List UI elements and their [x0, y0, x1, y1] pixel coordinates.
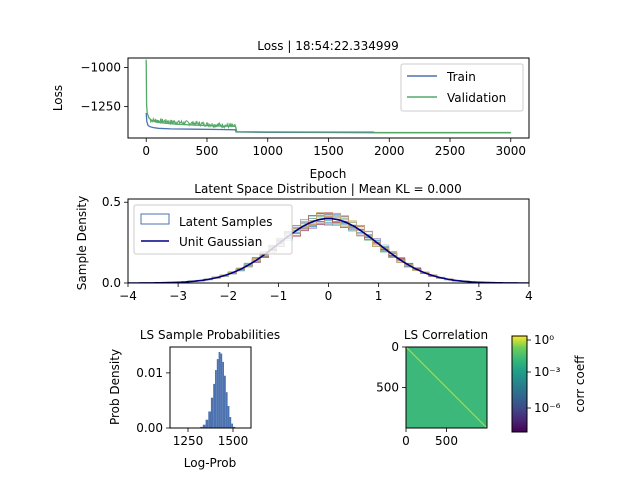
- latent-xtick-label: 2: [425, 289, 433, 303]
- prob-bar: [231, 424, 233, 428]
- prob-ylabel: Prob Density: [108, 349, 122, 425]
- loss-ytick-label: −1250: [80, 100, 121, 114]
- loss-ytick-label: −1000: [80, 60, 121, 74]
- corr-ytick-label: 0: [391, 340, 399, 354]
- ls-prob-chart: LS Sample Probabilities 1250 1500 0.00 0.01…: [108, 328, 280, 470]
- prob-bar: [217, 359, 219, 428]
- loss-title: Loss | 18:54:22.334999: [257, 39, 399, 53]
- loss-ylabel: Loss: [51, 85, 65, 111]
- prob-bar: [206, 420, 209, 428]
- prob-ytick-label: 0.01: [136, 366, 163, 380]
- legend-unit-gaussian-label: Unit Gaussian: [179, 235, 262, 249]
- loss-xlabel: Epoch: [310, 167, 347, 181]
- prob-bar: [208, 412, 211, 429]
- loss-xtick-label: 0: [142, 144, 150, 158]
- latent-ylabel: Sample Density: [75, 196, 89, 290]
- legend-latent-samples-label: Latent Samples: [179, 215, 273, 229]
- loss-xtick-label: 1000: [252, 144, 283, 158]
- ls-correlation-chart: LS Correlation 0 500 0 500 10⁰ 10⁻³ 10⁻⁶ corr…: [376, 328, 587, 448]
- prob-bar: [222, 362, 224, 428]
- colorbar: [512, 336, 527, 432]
- colorbar-tick-label: 10⁻³: [534, 365, 561, 379]
- prob-bar: [219, 352, 221, 428]
- loss-xtick-label: 3000: [495, 144, 526, 158]
- latent-title: Latent Space Distribution | Mean KL = 0.…: [194, 182, 461, 196]
- corr-ytick-label: 500: [376, 381, 399, 395]
- colorbar-tick-label: 10⁻⁶: [534, 401, 561, 415]
- prob-ytick-label: 0.00: [136, 421, 163, 435]
- latent-xtick-label: 4: [525, 289, 533, 303]
- prob-bar: [228, 406, 230, 428]
- latent-xtick-label: 1: [375, 289, 383, 303]
- colorbar-label: corr coeff: [573, 355, 587, 413]
- loss-xtick-label: 1500: [313, 144, 344, 158]
- corr-xtick-label: 0: [402, 434, 410, 448]
- latent-xtick-label: −4: [119, 289, 137, 303]
- latent-xtick-label: 0: [325, 289, 333, 303]
- prob-bar: [224, 376, 226, 428]
- loss-legend: Train Validation: [401, 64, 523, 111]
- prob-xlabel: Log-Prob: [184, 456, 236, 470]
- prob-bar: [215, 370, 217, 428]
- prob-bar: [229, 417, 231, 428]
- prob-xtick-label: 1500: [218, 434, 249, 448]
- prob-bar: [211, 398, 213, 428]
- loss-validation-noise: [150, 119, 236, 128]
- latent-xtick-label: −2: [219, 289, 237, 303]
- latent-xtick-label: −1: [270, 289, 288, 303]
- loss-xtick-label: 500: [196, 144, 219, 158]
- colorbar-tick-label: 10⁰: [534, 333, 554, 347]
- latent-ytick-label: 0.0: [102, 276, 121, 290]
- loss-xtick-label: 2000: [374, 144, 405, 158]
- prob-xtick-label: 1250: [173, 434, 204, 448]
- corr-title: LS Correlation: [404, 328, 488, 342]
- latent-xtick-label: 3: [475, 289, 483, 303]
- legend-train-label: Train: [446, 70, 476, 84]
- loss-series-train: [146, 113, 511, 133]
- latent-xtick-label: −3: [169, 289, 187, 303]
- loss-chart: Loss | 18:54:22.334999 0 500 1000 1500 2000 2…: [51, 39, 529, 181]
- latent-legend: Latent Samples Unit Gaussian: [134, 205, 292, 254]
- prob-title: LS Sample Probabilities: [140, 328, 280, 342]
- prob-bar: [220, 354, 222, 428]
- corr-xtick-label: 500: [435, 434, 458, 448]
- legend-validation-label: Validation: [447, 91, 506, 105]
- latent-chart: Latent Space Distribution | Mean KL = 0.…: [75, 182, 533, 303]
- loss-xtick-label: 2500: [435, 144, 466, 158]
- latent-ytick-label: 0.5: [102, 195, 121, 209]
- prob-bar: [213, 384, 215, 428]
- prob-bar: [226, 392, 228, 428]
